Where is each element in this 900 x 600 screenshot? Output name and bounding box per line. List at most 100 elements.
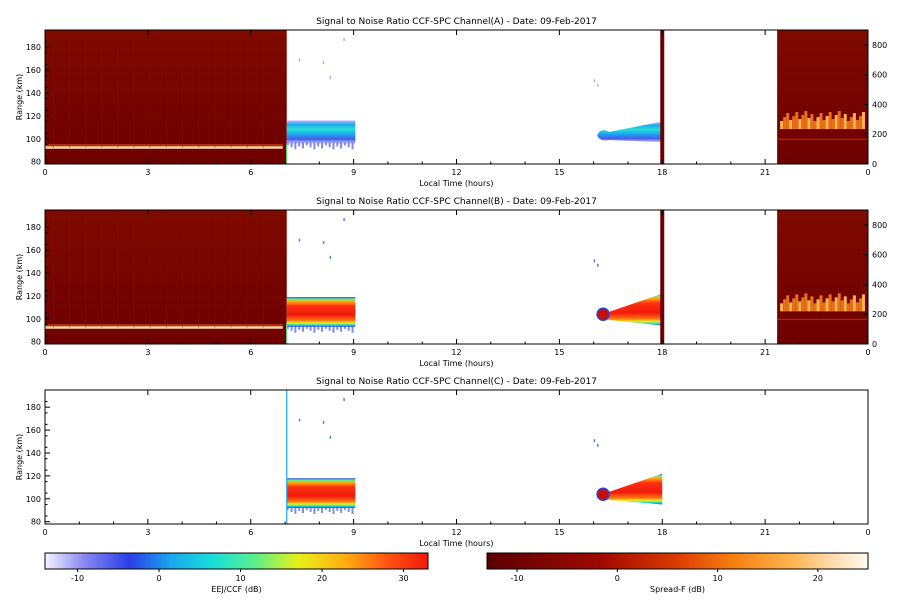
spreadf-echo [852,295,856,312]
spreadf-texture [165,34,167,148]
scatter-dot [329,75,332,79]
y-tick-label: 80 [31,158,41,167]
y-tick-label: 160 [26,426,41,435]
y-tick-label: 120 [26,472,41,481]
chart-title: Signal to Noise Ratio CCF-SPC Channel(B)… [316,197,597,207]
y-tick-label: 160 [26,66,41,75]
eej-fringe [286,506,289,510]
spreadf-texture [246,214,248,328]
scatter-dot [322,420,325,424]
spreadf-echo [846,303,850,312]
spreadf-echo [810,296,814,312]
scatter-dot [343,38,345,42]
spreadf-echo [816,299,820,312]
eej-fringe [305,506,308,510]
spreadf-echo [819,295,823,312]
spreadf-echo-trail [777,318,868,320]
eej-fringe [317,506,320,511]
spreadf-echo [834,297,838,312]
spreadf-echo [807,118,811,130]
x-tick-label: 3 [145,348,150,357]
y-tick-label: 80 [31,518,41,527]
eej-fringe [298,142,301,147]
chart-title: Signal to Noise Ratio CCF-SPC Channel(C)… [316,377,597,387]
spreadf-echo [849,117,853,130]
spreadf-texture [165,214,167,328]
x-axis-label: Local Time (hours) [419,359,493,368]
spreadf-echo [783,117,787,130]
spreadf-layer-streak [45,326,283,329]
spreadf-echo [852,113,856,130]
spreadf-echo [798,119,802,130]
eej-patch [286,297,356,327]
spreadf-echo [792,116,796,130]
spreadf-echo [825,298,829,312]
spreadf-texture [198,34,200,148]
spreadf-marker-18 [660,210,665,344]
colorbar-tick-label: 0 [157,574,162,583]
x-tick-label: 9 [351,528,356,537]
x-tick-label: 12 [451,528,461,537]
onset-line [286,323,288,344]
spreadf-echo [813,303,817,312]
y-tick-label: 180 [26,403,41,412]
spreadf-texture [149,34,151,148]
eej-fringe [309,325,312,331]
eej-fringe [317,142,320,147]
eej-fringe [336,506,339,511]
spreadf-texture [53,34,54,148]
y-tick-label: 120 [26,292,41,301]
spreadf-echo [789,120,793,130]
eej-fringe [290,325,293,331]
spreadf-echo [828,112,832,130]
x-tick-label: 6 [248,528,253,537]
right-tick-label: 800 [872,221,887,230]
eej-fringe [351,142,354,150]
spreadf-texture [53,214,54,328]
eej-fringe [351,325,354,333]
y-tick-label: 80 [31,338,41,347]
scatter-dot [322,240,325,244]
eej-fringe [340,506,343,513]
scatter-dot [329,435,332,439]
x-tick-label: 12 [451,348,461,357]
x-tick-label: 9 [351,168,356,177]
eej-fringe [336,142,339,147]
y-tick-label: 160 [26,246,41,255]
eej-fringe [286,142,289,146]
eej-fringe [301,325,304,332]
spreadf-echo [804,111,808,130]
y-tick-label: 140 [26,269,41,278]
y-tick-label: 100 [26,495,41,504]
x-tick-label: 0 [42,528,47,537]
spreadf-echo-trail [777,138,868,140]
scatter-dot [343,218,345,222]
eej-fringe [305,142,308,146]
colorbar-tick-label: -10 [71,574,84,583]
spreadf-texture [230,214,232,328]
colorbar-tick-label: 20 [813,574,823,583]
eej-patch [597,473,663,505]
eej-fringe [294,506,297,514]
eej-fringe [347,142,350,148]
spreadf-texture [69,214,71,328]
x-tick-label: 15 [554,528,564,537]
y-tick-label: 180 [26,43,41,52]
x-tick-label: 0 [42,348,47,357]
spreadf-texture [101,34,103,148]
spreadf-echo [807,300,811,312]
spreadf-echo [861,112,865,130]
spreadf-echo [858,298,862,312]
x-tick-label: 15 [554,168,564,177]
spreadf-texture [198,214,200,328]
spreadf-echo [858,116,862,130]
y-tick-label: 100 [26,315,41,324]
spreadf-echo [828,294,832,312]
eej-fringe [290,142,293,148]
eej-fringe [286,325,289,329]
spreadf-block [777,30,868,164]
eej-fringe [347,325,350,331]
colorbar-tick-label: 0 [615,574,620,583]
spreadf-texture [101,214,103,328]
